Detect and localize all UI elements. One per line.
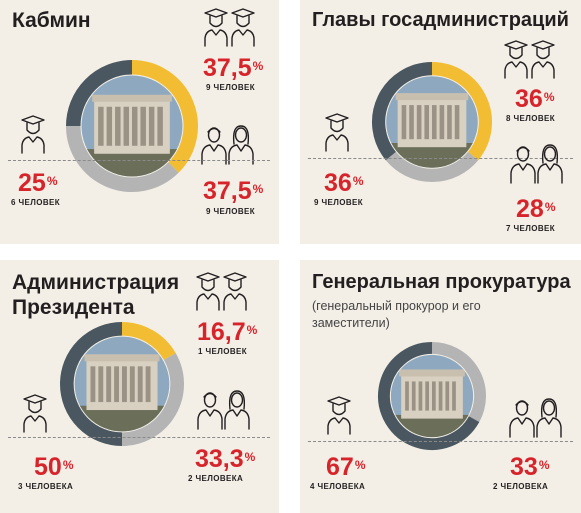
- data-label: 50%: [34, 453, 74, 481]
- count-label: 2 ЧЕЛОВЕКА: [493, 482, 549, 491]
- data-label: 67%: [326, 453, 366, 481]
- donut-slice: [431, 342, 486, 423]
- graduate-pair-icon: [196, 272, 247, 311]
- divider: [8, 437, 270, 438]
- graduate-icon: [21, 115, 45, 154]
- people-pair-icon: [197, 390, 250, 430]
- divider: [308, 441, 573, 442]
- people-pair-icon: [510, 144, 563, 184]
- data-label: 36%: [515, 85, 555, 113]
- divider: [8, 160, 270, 161]
- chart-panel-cabinet: Кабмин 37,5% 9 ЧЕЛОВЕК 25% 6 ЧЕЛОВЕК 37,…: [0, 0, 279, 244]
- building-photo: [390, 354, 474, 438]
- count-label: 4 ЧЕЛОВЕКА: [310, 482, 366, 491]
- chart-panel-state-administrations: Главы госадминистраций 36% 8 ЧЕЛОВЕК 36%…: [300, 0, 581, 244]
- data-label: 37,5%: [203, 177, 264, 205]
- count-label: 8 ЧЕЛОВЕК: [506, 114, 556, 123]
- count-label: 3 ЧЕЛОВЕКА: [18, 482, 74, 491]
- divider: [308, 158, 573, 159]
- donut-slice: [385, 151, 479, 182]
- donut-ring: [60, 322, 184, 446]
- donut-slice: [431, 62, 492, 161]
- chart-title: Главы госадминистраций: [312, 9, 569, 31]
- graduate-icon: [325, 113, 349, 152]
- chart-subtitle: (генеральный прокурор и его заместители): [312, 299, 481, 330]
- chart-title: Генеральная прокуратура: [312, 271, 571, 293]
- graduate-icon: [327, 396, 351, 435]
- donut-slice: [60, 322, 123, 446]
- graduate-pair-icon: [204, 8, 255, 47]
- data-label: 25%: [18, 169, 58, 197]
- chart-title: Кабмин: [12, 9, 91, 32]
- building-photo: [74, 336, 170, 432]
- chart-panel-presidential-administration: Администрация Президента 16,7% 1 ЧЕЛОВЕК…: [0, 260, 279, 513]
- count-label: 9 ЧЕЛОВЕК: [206, 207, 256, 216]
- donut-ring: [372, 62, 492, 182]
- chart-panel-prosecutor-general: Генеральная прокуратура (генеральный про…: [300, 260, 581, 513]
- count-label: 7 ЧЕЛОВЕК: [506, 224, 556, 233]
- donut-ring: [378, 342, 486, 450]
- count-label: 9 ЧЕЛОВЕК: [206, 83, 256, 92]
- data-label: 28%: [516, 195, 556, 223]
- count-label: 1 ЧЕЛОВЕК: [198, 347, 248, 356]
- donut-slice: [66, 60, 133, 127]
- building-photo: [386, 76, 478, 168]
- count-label: 9 ЧЕЛОВЕК: [314, 198, 364, 207]
- count-label: 2 ЧЕЛОВЕКА: [188, 474, 244, 483]
- data-label: 33%: [510, 453, 550, 481]
- donut-slice: [131, 60, 198, 173]
- people-pair-icon: [509, 398, 562, 438]
- count-label: 6 ЧЕЛОВЕК: [11, 198, 61, 207]
- people-pair-icon: [201, 125, 254, 165]
- donut-slice: [378, 342, 480, 450]
- donut-slice: [121, 322, 176, 361]
- data-label: 37,5%: [203, 54, 264, 82]
- donut-slice: [372, 62, 433, 161]
- building-photo: [81, 75, 183, 177]
- data-label: 16,7%: [197, 318, 258, 346]
- donut-ring: [66, 60, 198, 192]
- graduate-icon: [23, 394, 47, 433]
- graduate-pair-icon: [504, 40, 555, 79]
- donut-slice: [66, 125, 179, 192]
- data-label: 36%: [324, 169, 364, 197]
- chart-title: Администрация Президента: [12, 271, 180, 319]
- data-label: 33,3%: [195, 445, 256, 473]
